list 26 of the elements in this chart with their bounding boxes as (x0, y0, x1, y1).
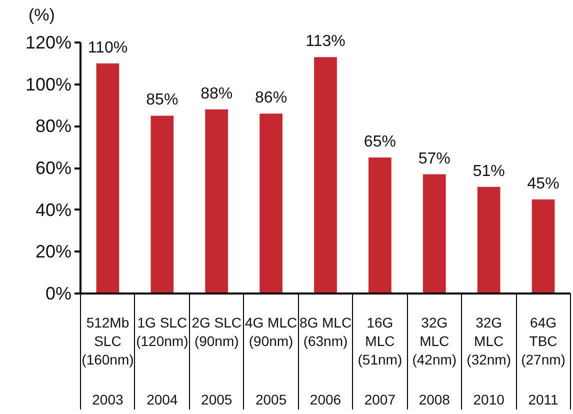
category-label: 8G MLC (63nm) 2006 (299, 314, 352, 408)
category-label: 32G MLC (32nm) 2010 (466, 314, 512, 408)
y-tick-label: 60% (35, 158, 72, 178)
category-label: 32G MLC (42nm) 2008 (412, 314, 457, 408)
data-label: 51% (472, 162, 505, 180)
data-label: 65% (364, 134, 396, 151)
y-tick-label: 40% (35, 200, 72, 220)
y-tick-label: 80% (35, 116, 72, 136)
data-label: 57% (418, 150, 450, 168)
data-label: 85% (146, 92, 178, 109)
y-tick-label: 0% (45, 284, 72, 304)
category-label: 64G TBC (27nm) 2011 (521, 314, 566, 408)
y-tick-label: 100% (25, 74, 72, 94)
category-label: 16G MLC (51nm) 2007 (358, 314, 402, 408)
data-label: 45% (527, 175, 560, 192)
y-axis-title: (%) (28, 6, 55, 24)
category-label: 1G SLC (120nm) 2004 (136, 314, 188, 408)
category-label: 2G SLC (90nm) 2005 (192, 314, 242, 408)
y-tick-label: 120% (25, 32, 72, 52)
data-label: 110% (88, 39, 128, 56)
category-label: 512Mb SLC (160nm) 2003 (82, 314, 134, 408)
data-label: 88% (200, 85, 233, 102)
y-tick-label: 20% (35, 242, 72, 262)
data-label: 113% (306, 33, 346, 50)
data-label: 86% (255, 90, 288, 107)
category-label: 4G MLC (90nm) 2005 (244, 314, 298, 408)
